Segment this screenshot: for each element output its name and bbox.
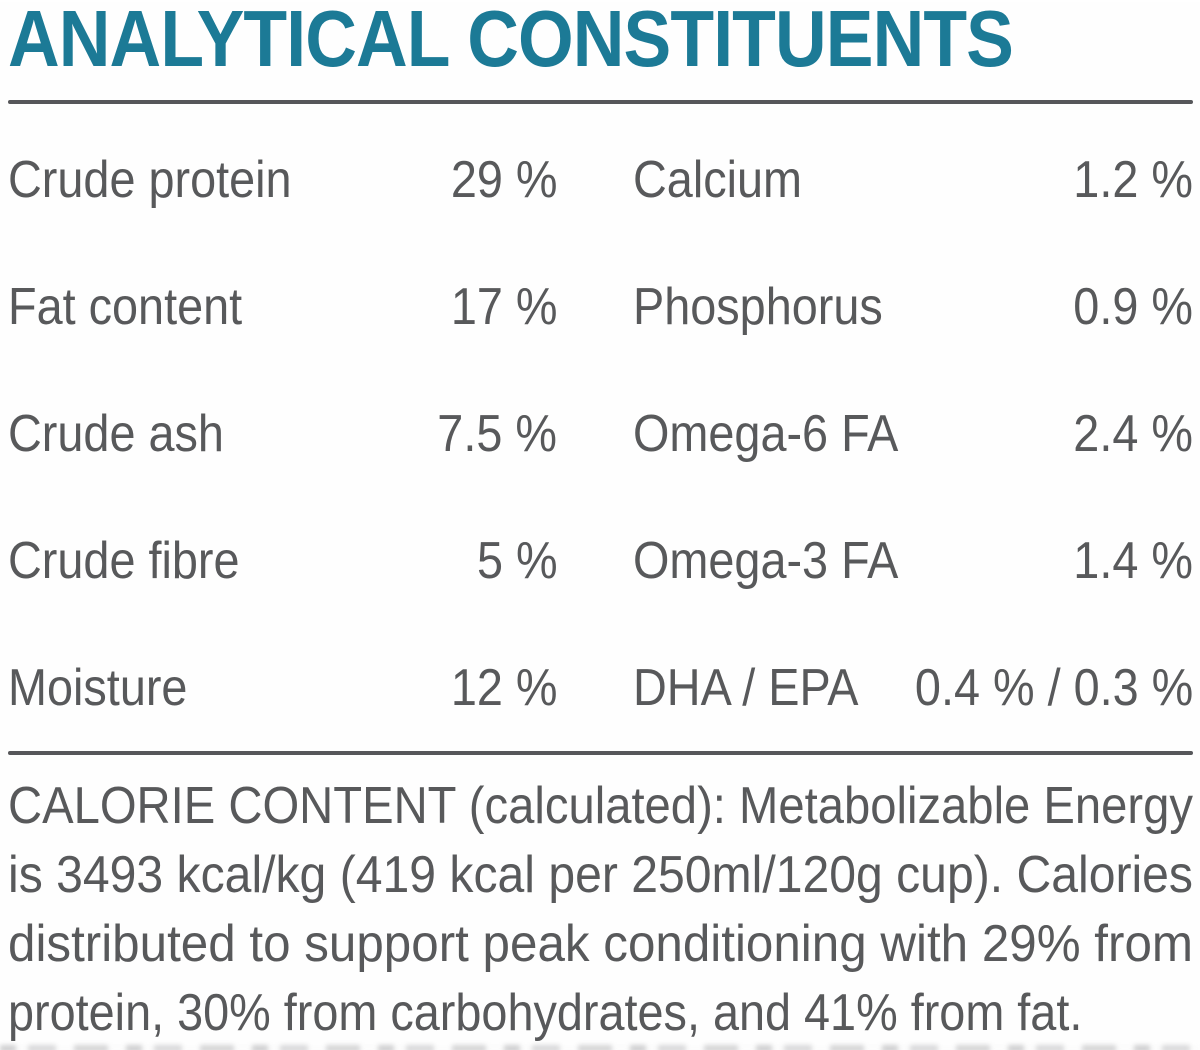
nutrient-label: Omega-6 FA <box>633 404 899 463</box>
calorie-content-text: distributed to support peak conditioning… <box>8 915 1193 973</box>
table-row: DHA / EPA 0.4 % / 0.3 % <box>633 624 1193 751</box>
calorie-content-text: protein, 30% from carbohydrates, and 41%… <box>8 984 1083 1042</box>
calorie-content-line: CALORIE CONTENT (calculated): Metaboliza… <box>8 772 1193 841</box>
table-row: Moisture 12 % <box>8 624 557 751</box>
table-row: Crude ash 7.5 % <box>8 370 557 497</box>
nutrient-value: 12 % <box>450 658 558 717</box>
nutrient-value: 0.4 % / 0.3 % <box>914 658 1193 717</box>
nutrient-value: 1.4 % <box>1073 531 1193 590</box>
calorie-content-line: is 3493 kcal/kg (419 kcal per 250ml/120g… <box>8 841 1193 910</box>
table-row: Calcium 1.2 % <box>633 116 1193 243</box>
table-row: Omega-6 FA 2.4 % <box>633 370 1193 497</box>
calorie-content-text: is 3493 kcal/kg (419 kcal per 250ml/120g… <box>8 846 1193 904</box>
calorie-content-line: protein, 30% from carbohydrates, and 41%… <box>8 979 1193 1048</box>
nutrient-label: Crude protein <box>8 150 292 209</box>
table-row: Crude fibre 5 % <box>8 497 557 624</box>
page-title: ANALYTICAL CONSTITUENTS <box>8 0 1014 83</box>
calorie-content-line: distributed to support peak conditioning… <box>8 910 1193 979</box>
nutrient-label: Crude fibre <box>8 531 240 590</box>
divider-top-rule <box>8 100 1193 104</box>
constituents-table: Crude protein 29 % Calcium 1.2 % Fat con… <box>8 116 1193 751</box>
nutrient-value: 17 % <box>450 277 558 336</box>
nutrient-value: 7.5 % <box>437 404 558 463</box>
table-row: Fat content 17 % <box>8 243 557 370</box>
nutrient-label: Phosphorus <box>633 277 884 336</box>
nutrient-value: 29 % <box>450 150 558 209</box>
calorie-content-text: CALORIE CONTENT (calculated): Metaboliza… <box>8 777 1193 835</box>
nutrient-label: DHA / EPA <box>633 658 859 717</box>
table-row: Crude protein 29 % <box>8 116 557 243</box>
nutrient-value: 2.4 % <box>1073 404 1193 463</box>
cropped-text-remnant <box>0 1045 1200 1050</box>
nutrient-value: 0.9 % <box>1073 277 1193 336</box>
nutrient-label: Fat content <box>8 277 243 336</box>
panel-title-wrap: ANALYTICAL CONSTITUENTS <box>8 0 1014 83</box>
nutrient-label: Moisture <box>8 658 188 717</box>
nutrient-label: Omega-3 FA <box>633 531 899 590</box>
nutrient-value: 1.2 % <box>1073 150 1193 209</box>
table-row: Omega-3 FA 1.4 % <box>633 497 1193 624</box>
nutrient-label: Crude ash <box>8 404 224 463</box>
page-title-heading: ANALYTICAL CONSTITUENTS <box>8 0 1014 83</box>
nutrient-label: Calcium <box>633 150 803 209</box>
table-row: Phosphorus 0.9 % <box>633 243 1193 370</box>
divider-bottom-rule <box>8 751 1193 755</box>
nutrient-value: 5 % <box>476 531 558 590</box>
calorie-content-paragraph: CALORIE CONTENT (calculated): Metaboliza… <box>8 772 1193 1048</box>
